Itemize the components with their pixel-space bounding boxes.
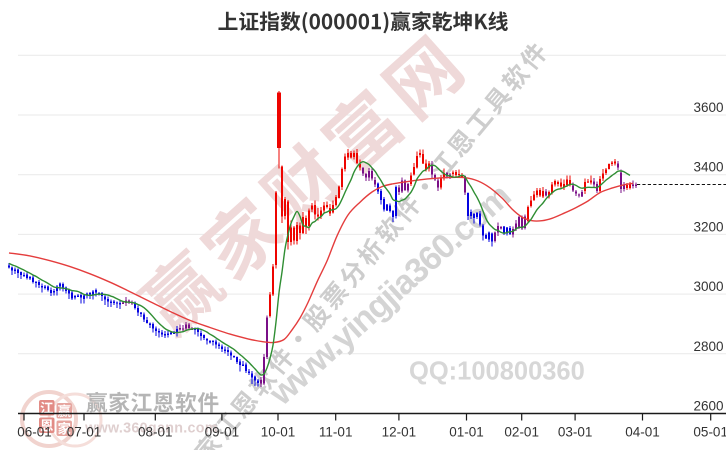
svg-text:09-01: 09-01 [205, 425, 240, 440]
svg-text:QQ:100800360: QQ:100800360 [409, 358, 585, 386]
svg-text:05-01: 05-01 [693, 425, 726, 440]
svg-text:08-01: 08-01 [138, 425, 173, 440]
svg-text:2800: 2800 [693, 339, 723, 354]
svg-text:3600: 3600 [693, 100, 723, 115]
svg-text:07-01: 07-01 [67, 425, 102, 440]
svg-text:www.360gann.com: www.360gann.com [84, 421, 218, 437]
svg-text:02-01: 02-01 [504, 425, 539, 440]
svg-text:10-01: 10-01 [261, 425, 296, 440]
svg-text:12-01: 12-01 [382, 425, 417, 440]
svg-text:3200: 3200 [693, 219, 723, 234]
svg-text:2600: 2600 [693, 399, 723, 414]
svg-text:3000: 3000 [693, 279, 723, 294]
svg-text:11-01: 11-01 [319, 425, 353, 440]
svg-text:04-01: 04-01 [625, 425, 660, 440]
svg-text:03-01: 03-01 [558, 425, 593, 440]
svg-text:06-01: 06-01 [17, 425, 52, 440]
svg-text:3400: 3400 [693, 160, 723, 175]
svg-text:01-01: 01-01 [449, 425, 484, 440]
